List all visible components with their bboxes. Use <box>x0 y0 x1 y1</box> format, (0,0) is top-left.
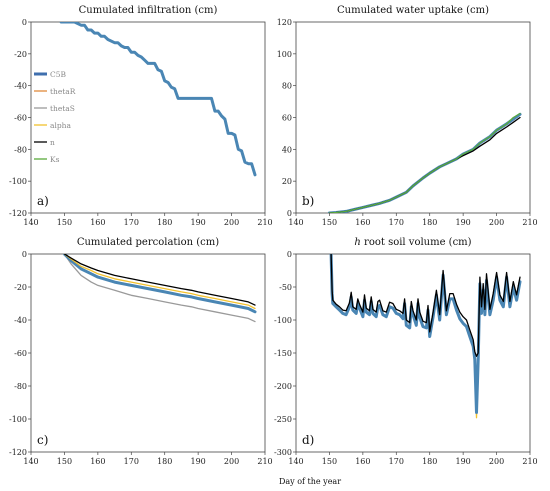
x-tick-label: 190 <box>191 457 206 466</box>
x-tick-label: 200 <box>224 457 239 466</box>
x-tick-label: 170 <box>124 457 139 466</box>
y-tick-label: -120 <box>9 448 27 457</box>
series-line-Ks <box>328 112 521 213</box>
y-tick-label: 0 <box>22 18 27 27</box>
x-tick-label: 190 <box>456 218 471 227</box>
panel-c: -120 -100 -80 -60 -40 -20 0 140 150 160 170 180 190 2… <box>9 237 273 466</box>
y-tick-label: -250 <box>274 415 292 424</box>
plot-frame <box>30 253 266 453</box>
y-tick-label: -60 <box>14 349 27 358</box>
y-tick-label: -60 <box>14 114 27 123</box>
x-tick-label: 150 <box>57 457 72 466</box>
x-tick-label: 160 <box>355 457 370 466</box>
x-tick-label: 210 <box>257 218 272 227</box>
series-line-C5B <box>329 254 522 414</box>
panel-label: c) <box>37 433 48 447</box>
y-tick-label: 100 <box>277 50 292 59</box>
y-tick-label: 0 <box>287 209 292 218</box>
x-tick-label: 210 <box>257 457 272 466</box>
y-tick-label: 0 <box>22 250 27 259</box>
y-tick-label: -50 <box>279 283 292 292</box>
y-tick-label: -150 <box>274 349 292 358</box>
legend-entry-label: alpha <box>50 121 72 130</box>
y-tick-label: -40 <box>14 316 27 325</box>
y-tick-label: -80 <box>14 145 27 154</box>
x-tick-label: 170 <box>389 457 404 466</box>
y-tick-label: 40 <box>282 145 292 154</box>
panel-d: -300 -250 -200 -150 -100 -50 0 140 150 160 170 180 1… <box>274 237 538 466</box>
chart-title-rest: root soil volume (cm) <box>364 237 472 248</box>
y-tick-label: -20 <box>14 50 27 59</box>
x-tick-label: 180 <box>422 218 437 227</box>
y-tick-label: 80 <box>282 82 292 91</box>
y-tick-label: -100 <box>9 177 27 186</box>
series-line-C5B <box>327 112 522 213</box>
chart-title: h root soil volume (cm) <box>354 237 471 248</box>
x-tick-label: 140 <box>288 218 303 227</box>
y-tick-label: -120 <box>9 209 27 218</box>
x-tick-label: 180 <box>157 218 172 227</box>
y-tick-label: -100 <box>9 415 27 424</box>
x-tick-label: 150 <box>57 218 72 227</box>
y-tick-label: -200 <box>274 382 292 391</box>
x-tick-label: 160 <box>90 457 105 466</box>
y-tick-label: -300 <box>274 448 292 457</box>
x-tick-label: 160 <box>90 218 105 227</box>
panel-label: d) <box>302 433 314 447</box>
y-tick-label: -20 <box>14 283 27 292</box>
x-tick-label: 180 <box>422 457 437 466</box>
series-line-C5B <box>62 254 257 314</box>
y-tick-label: 0 <box>287 250 292 259</box>
legend-entry-label: thetaR <box>50 87 76 96</box>
x-tick-label: 210 <box>522 218 537 227</box>
x-tick-label: 160 <box>355 218 370 227</box>
x-tick-label: 180 <box>157 457 172 466</box>
x-tick-label: 200 <box>224 218 239 227</box>
y-tick-label: 20 <box>282 177 292 186</box>
series-line-thetaS <box>63 254 256 323</box>
x-tick-label: 140 <box>23 218 38 227</box>
legend-entry-label: n <box>50 138 55 147</box>
panel-b: 0 20 40 60 80 100 120 140 150 160 170 180 190 200 210 C… <box>277 5 538 227</box>
x-tick-label: 170 <box>124 218 139 227</box>
chart-title: Cumulated percolation (cm) <box>77 237 219 248</box>
x-axis-label: Day of the year <box>279 477 341 486</box>
x-tick-label: 200 <box>489 457 504 466</box>
series-line-C5B <box>59 22 257 177</box>
x-tick-label: 190 <box>191 218 206 227</box>
panel-a: -120 -100 -80 -60 -40 -20 0 140 150 160 170 180 190 2… <box>9 5 273 227</box>
x-tick-label: 210 <box>522 457 537 466</box>
legend-entry-label: thetaS <box>50 104 75 113</box>
legend-entry-label: C5B <box>50 70 67 79</box>
x-tick-label: 190 <box>456 457 471 466</box>
legend-entry-label: Ks <box>50 155 60 164</box>
panel-label: b) <box>302 194 314 208</box>
series-line-alpha <box>63 254 256 310</box>
y-tick-label: 60 <box>282 114 292 123</box>
x-tick-label: 140 <box>23 457 38 466</box>
panel-label: a) <box>37 194 49 208</box>
chart-title: Cumulated water uptake (cm) <box>337 5 489 16</box>
y-tick-label: -40 <box>14 82 27 91</box>
y-tick-label: 120 <box>277 18 292 27</box>
chart-title-italic: h <box>354 237 364 248</box>
chart-title: Cumulated infiltration (cm) <box>79 5 218 16</box>
x-tick-label: 150 <box>322 457 337 466</box>
y-tick-label: -100 <box>274 316 292 325</box>
plot-frame <box>30 21 266 214</box>
series-line-n <box>63 254 256 306</box>
x-tick-label: 200 <box>489 218 504 227</box>
x-tick-label: 150 <box>322 218 337 227</box>
legend: C5B thetaR thetaS alpha n Ks <box>34 70 76 164</box>
series-line-n <box>330 254 521 357</box>
series-line-n <box>328 116 521 213</box>
y-tick-label: -80 <box>14 382 27 391</box>
x-tick-label: 170 <box>389 218 404 227</box>
x-tick-label: 140 <box>288 457 303 466</box>
